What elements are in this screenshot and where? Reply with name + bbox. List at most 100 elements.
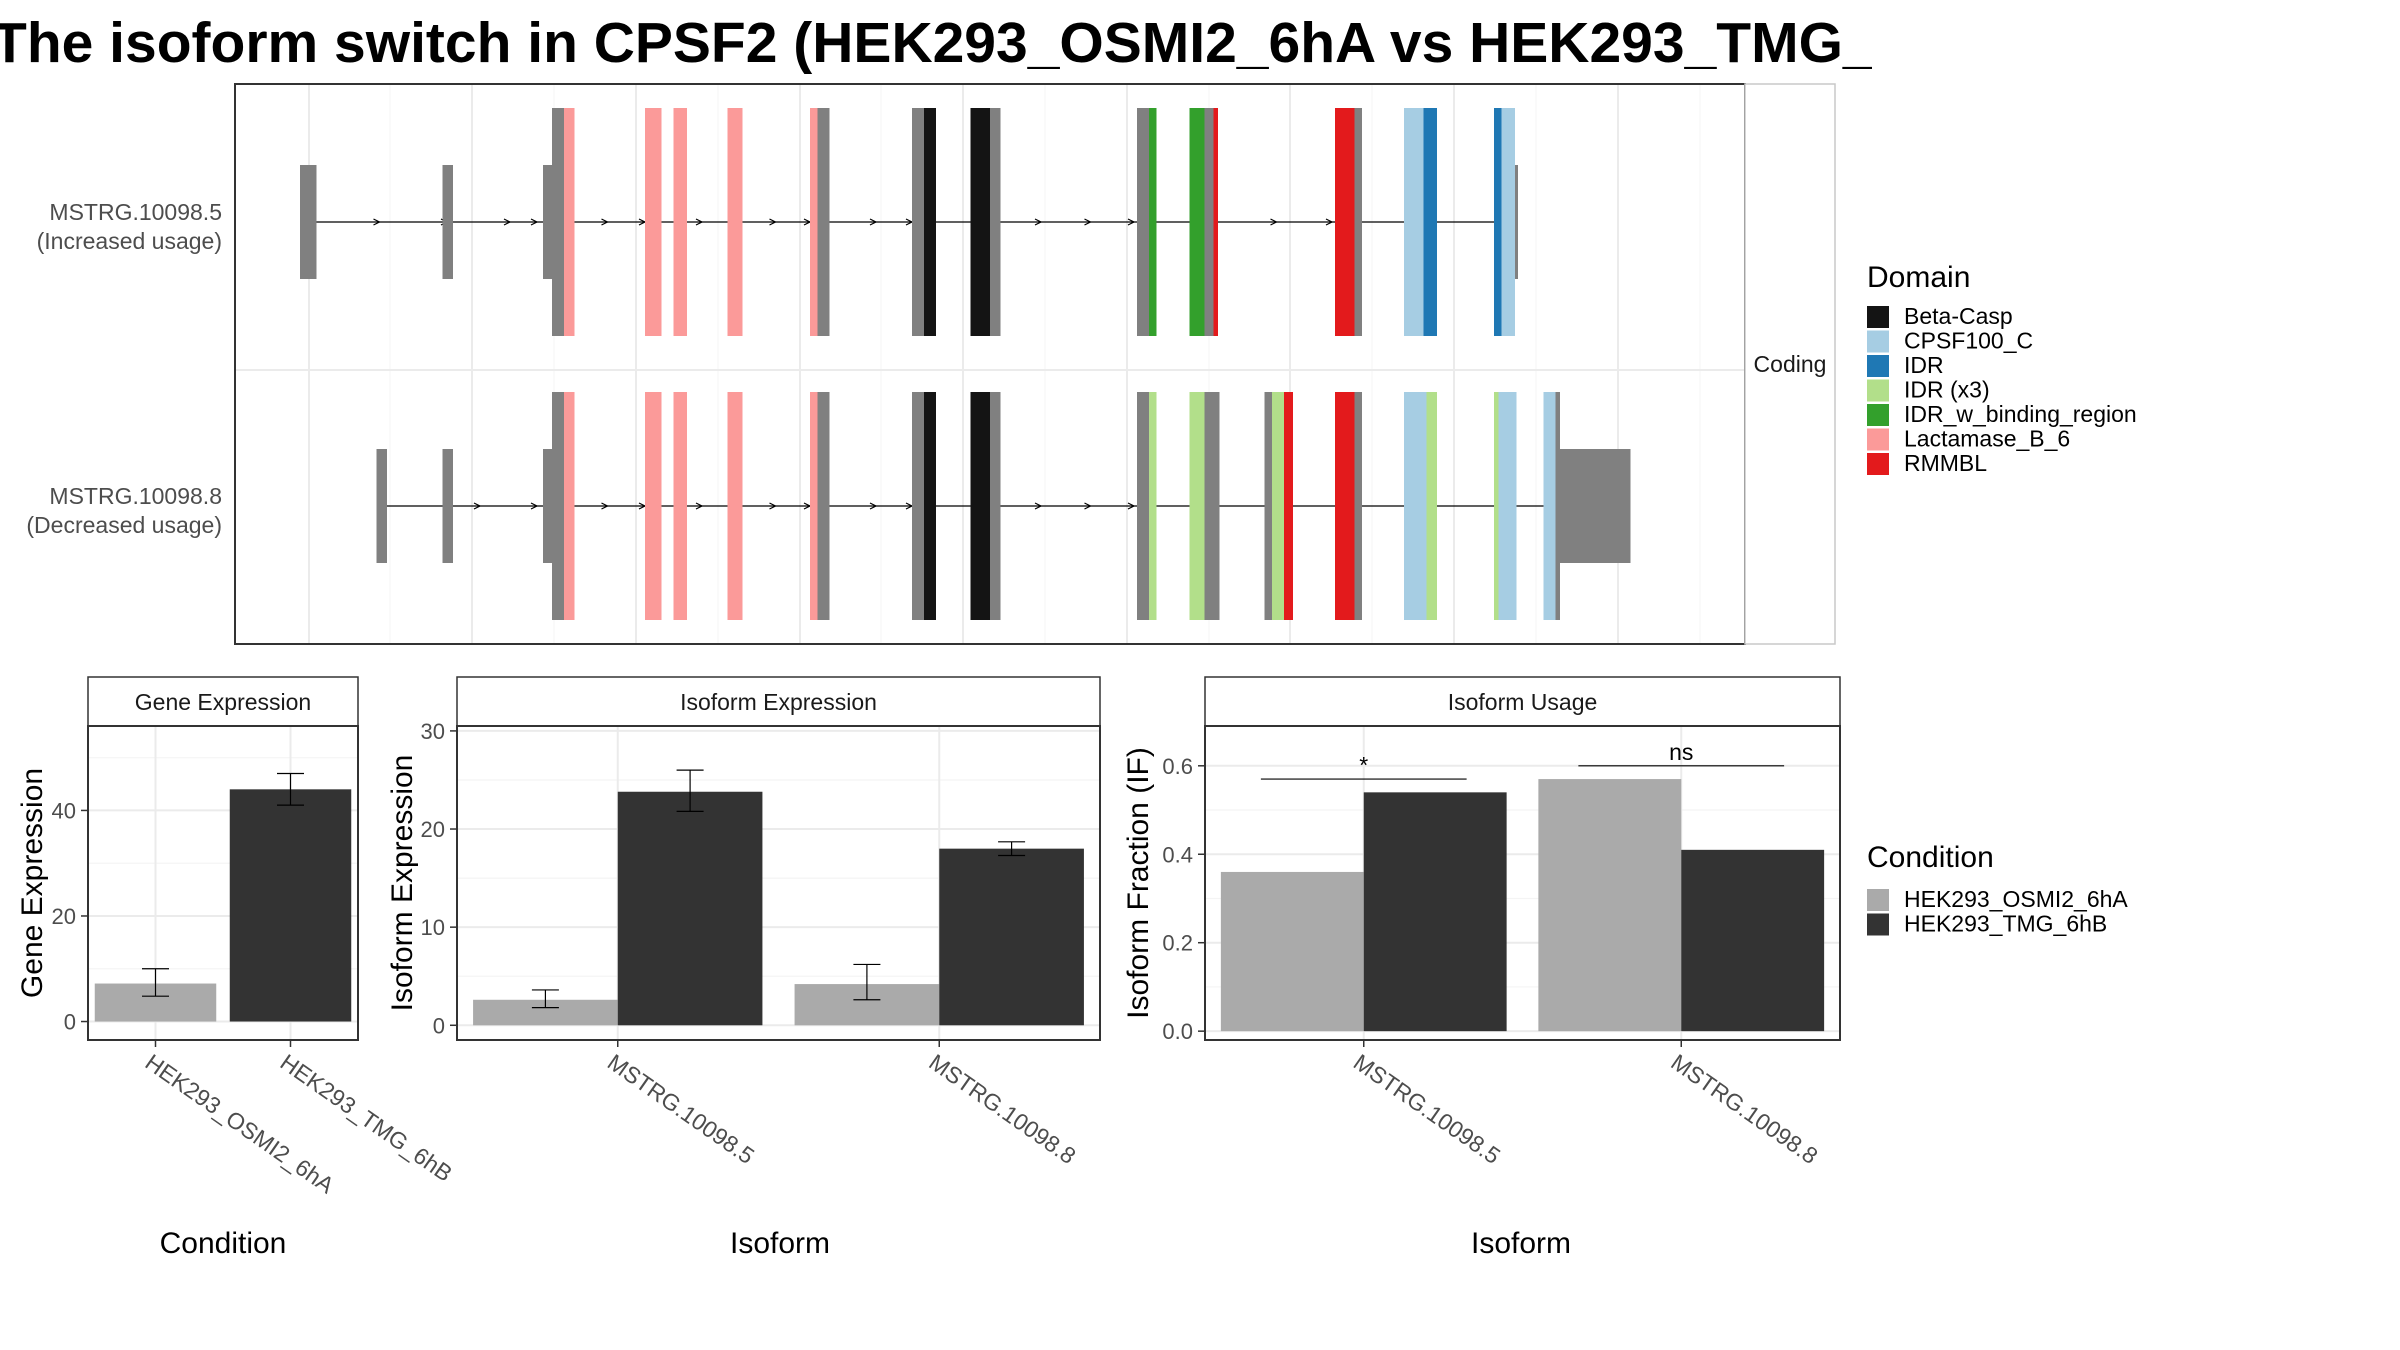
panel-border <box>1204 725 1841 1041</box>
strand-arrow <box>530 218 539 226</box>
y-tick-label: 0 <box>433 1013 445 1038</box>
legend-condition-title: Condition <box>1867 841 1994 874</box>
domain-idr-x3- <box>1272 392 1284 620</box>
y-tick-label: 0 <box>64 1010 76 1035</box>
domain-cpsf100-c <box>1404 108 1424 336</box>
domain-rmmbl <box>1284 392 1293 620</box>
significance-label: * <box>1359 752 1368 778</box>
isoform-track <box>300 108 1518 336</box>
legend-swatch <box>1867 330 1889 353</box>
x-tick-label: MSTRG.10098.5 <box>1349 1049 1505 1169</box>
strand-arrow <box>530 502 539 510</box>
domain-lactamase-b-6 <box>673 392 687 620</box>
legend-label: IDR (x3) <box>1904 377 1990 403</box>
y-tick-label: 0.6 <box>1162 754 1193 779</box>
y-tick-label: 20 <box>421 817 445 842</box>
panel-border <box>87 725 359 1041</box>
legend-swatch <box>1867 428 1889 451</box>
domain-lactamase-b-6 <box>673 108 687 336</box>
bar-panel: Isoform Usage * ns 0.0 0.2 0.4 0.6 MSTRG.10098.… <box>1122 676 1841 1260</box>
y-tick-label: 0.0 <box>1162 1019 1193 1044</box>
y-tick-label: 40 <box>52 798 76 823</box>
strand-arrow <box>695 502 704 510</box>
bar <box>1538 779 1682 1032</box>
legend-label: Beta-Casp <box>1904 303 2013 329</box>
figure-title: The isoform switch in CPSF2 (HEK293_OSMI… <box>0 11 1872 75</box>
cds-exon <box>1204 392 1220 620</box>
bar <box>1363 792 1507 1032</box>
domain-beta-casp <box>924 392 936 620</box>
strand-arrow <box>1270 218 1278 226</box>
domain-lactamase-b-6 <box>645 108 662 336</box>
domain-lactamase-b-6 <box>727 392 743 620</box>
y-tick-label: 0.2 <box>1162 931 1193 956</box>
cds-exon <box>1264 392 1272 620</box>
isoform-usage-label: (Increased usage) <box>37 228 222 254</box>
cds-exon <box>817 392 830 620</box>
panel-strip-label: Isoform Usage <box>1448 689 1598 715</box>
domain-rmmbl <box>1213 108 1218 336</box>
legend-label: HEK293_TMG_6hB <box>1904 911 2107 937</box>
domain-lactamase-b-6 <box>564 392 575 620</box>
legend-label: CPSF100_C <box>1904 328 2033 354</box>
y-tick-label: 10 <box>421 915 445 940</box>
cds-exon <box>1354 392 1362 620</box>
strand-arrow <box>769 502 777 510</box>
domain-idr-x3- <box>1426 392 1437 620</box>
strand-arrow <box>869 218 878 226</box>
cds-exon <box>552 392 564 620</box>
domain-cpsf100-c <box>1501 108 1515 336</box>
utr-exon <box>442 449 453 563</box>
x-axis-title: Condition <box>160 1227 287 1260</box>
panel-border <box>456 725 1101 1041</box>
facet-strip-label: Coding <box>1754 351 1827 377</box>
cds-exon <box>912 392 924 620</box>
panel-strip-label: Isoform Expression <box>680 689 877 715</box>
domain-cpsf100-c <box>1543 392 1556 620</box>
y-axis-title: Gene Expression <box>16 768 49 998</box>
legend-label: Lactamase_B_6 <box>1904 426 2070 452</box>
utr-exon <box>543 165 552 279</box>
y-tick-label: 0.4 <box>1162 842 1193 867</box>
strand-arrow <box>869 502 878 510</box>
strand-arrow <box>503 218 512 226</box>
bar-panel: Isoform Expression 0 10 20 30 MSTRG.10098.5 MS… <box>386 676 1101 1260</box>
domain-rmmbl <box>1335 108 1355 336</box>
y-tick-label: 20 <box>52 904 76 929</box>
domain-rmmbl <box>1335 392 1355 620</box>
strand-arrow <box>373 218 381 226</box>
isoform-usage-label: (Decreased usage) <box>26 512 222 538</box>
strand-arrow <box>695 218 704 226</box>
cds-exon <box>990 108 1001 336</box>
domain-idr-w-binding-region <box>1149 108 1157 336</box>
domain-lactamase-b-6 <box>727 108 743 336</box>
legend-swatch <box>1867 889 1889 911</box>
domain-lactamase-b-6 <box>564 108 575 336</box>
domain-beta-casp <box>924 108 936 336</box>
bar <box>1681 849 1825 1032</box>
bar <box>229 789 352 1022</box>
utr-exon <box>300 165 317 279</box>
x-axis-title: Isoform <box>730 1227 830 1260</box>
strand-arrow <box>769 218 777 226</box>
cds-exon <box>1137 108 1152 336</box>
y-tick-label: 30 <box>421 719 445 744</box>
isoform-label: MSTRG.10098.8 <box>49 483 222 509</box>
domain-cpsf100-c <box>1498 392 1517 620</box>
utr-exon <box>1555 449 1631 563</box>
strand-arrow <box>1084 502 1092 510</box>
domain-idr <box>1494 108 1502 336</box>
facet-strip <box>1744 83 1836 645</box>
panel-strip-label: Gene Expression <box>135 689 311 715</box>
utr-exon <box>1513 165 1518 279</box>
cds-exon <box>912 108 924 336</box>
legend-domain-title: Domain <box>1867 261 1970 294</box>
cds-exon <box>1137 392 1149 620</box>
x-tick-label: MSTRG.10098.5 <box>603 1049 759 1169</box>
significance-label: ns <box>1669 739 1693 765</box>
strand-arrow <box>473 502 482 510</box>
domain-cpsf100-c <box>1404 392 1427 620</box>
